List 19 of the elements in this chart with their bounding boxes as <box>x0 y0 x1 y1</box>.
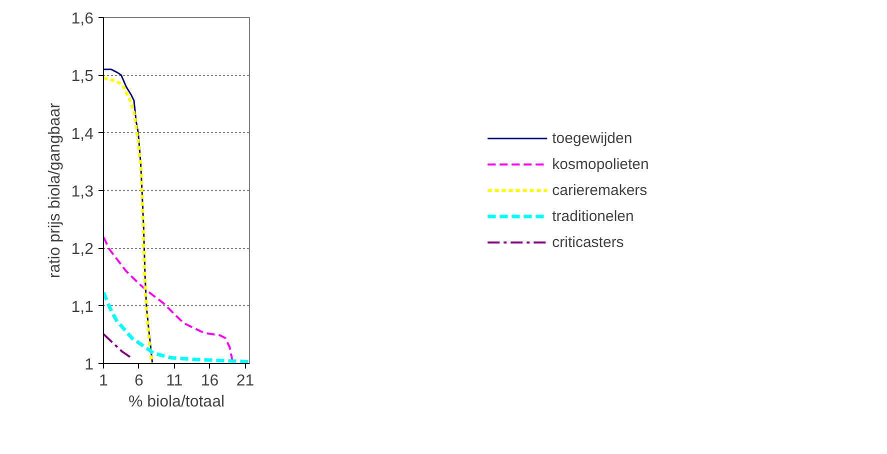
y-tick-label: 1,5 <box>71 68 94 86</box>
legend-label: toegewijden <box>552 130 632 146</box>
y-tick-label: 1 <box>84 356 94 374</box>
x-axis-title: % biola/totaal <box>128 394 225 410</box>
y-tick-label: 1,1 <box>71 298 94 316</box>
y-axis-title: ratio prijs biola/gangbaar <box>46 102 64 278</box>
x-tick-label: 11 <box>166 372 183 390</box>
y-tick-label: 1,2 <box>71 241 94 258</box>
legend-label: traditionelen <box>552 208 634 224</box>
x-tick-label: 1 <box>99 372 108 390</box>
y-tick-label: 1,4 <box>71 126 94 143</box>
legend-label: criticasters <box>552 234 624 250</box>
legend-label: carieremakers <box>552 182 648 198</box>
x-tick-label: 6 <box>134 372 144 390</box>
x-tick-label: 21 <box>236 372 254 390</box>
y-tick-label: 1,6 <box>71 10 94 28</box>
y-tick-label: 1,3 <box>71 184 94 200</box>
legend-label: kosmopolieten <box>552 156 649 172</box>
x-tick-label: 16 <box>200 372 219 390</box>
